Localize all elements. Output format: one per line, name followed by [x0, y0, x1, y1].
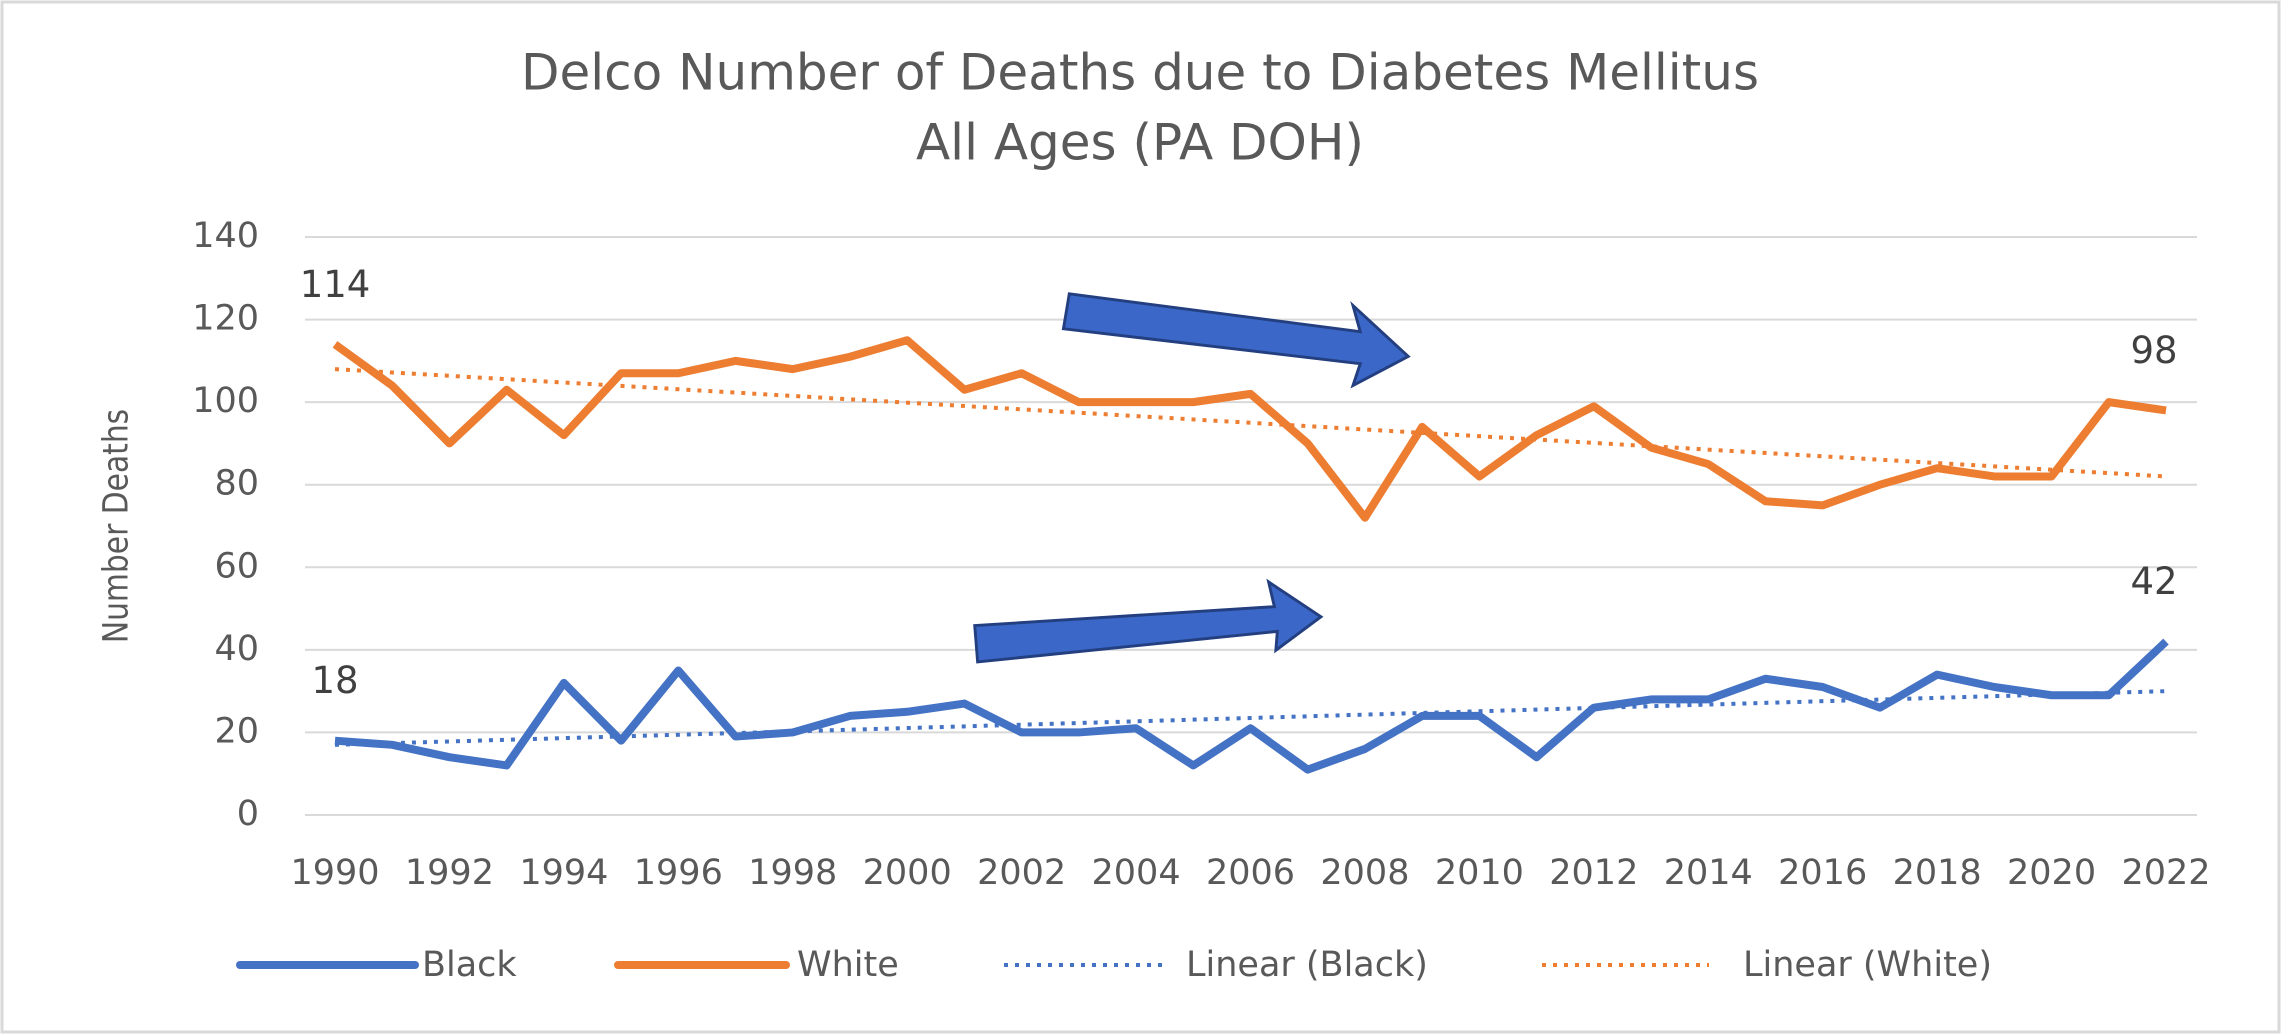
x-tick-label: 2010	[1435, 853, 1524, 893]
trend-line	[334, 689, 2167, 747]
y-tick-label: 140	[192, 216, 259, 256]
chart-title: Delco Number of Deaths due to Diabetes M…	[521, 44, 1759, 102]
down-arrow	[1061, 292, 1411, 389]
x-tick-label: 2012	[1549, 853, 1638, 893]
y-tick-label: 40	[214, 629, 259, 669]
y-axis-label: Number Deaths	[95, 409, 136, 643]
y-tick-label: 20	[214, 711, 259, 751]
x-tick-label: 2006	[1206, 853, 1295, 893]
y-tick-label: 60	[214, 546, 259, 586]
x-tick-label: 1994	[519, 853, 608, 893]
data-label: 114	[300, 263, 371, 306]
trend-arrows	[973, 292, 1411, 664]
x-tick-label: 1990	[290, 853, 379, 893]
data-label: 18	[311, 659, 358, 702]
x-tick-label: 2018	[1893, 853, 1982, 893]
x-tick-label: 2016	[1778, 853, 1867, 893]
x-tick-label: 1992	[405, 853, 494, 893]
legend-label: Linear (Black)	[1186, 945, 1428, 985]
data-label: 42	[2130, 560, 2177, 603]
data-line	[332, 336, 2167, 522]
legend-label: Black	[422, 945, 517, 985]
up-arrow	[973, 578, 1324, 664]
legend-label: White	[797, 945, 899, 985]
chart-title: All Ages (PA DOH)	[916, 114, 1364, 172]
x-tick-label: 1998	[748, 853, 837, 893]
data-label: 98	[2130, 329, 2177, 372]
y-tick-label: 0	[237, 794, 259, 834]
x-tick-label: 2014	[1664, 853, 1753, 893]
x-tick-label: 2008	[1320, 853, 1409, 893]
y-tick-label: 100	[192, 381, 259, 421]
x-tick-label: 2004	[1092, 853, 1181, 893]
x-tick-label: 2020	[2007, 853, 2096, 893]
x-tick-label: 2000	[863, 853, 952, 893]
x-tick-label: 2002	[977, 853, 1066, 893]
y-tick-label: 80	[214, 464, 259, 504]
x-tick-label: 2022	[2121, 853, 2210, 893]
legend-label: Linear (White)	[1743, 945, 1992, 985]
data-line	[334, 638, 2169, 774]
y-tick-label: 120	[192, 299, 259, 339]
x-tick-label: 1996	[634, 853, 723, 893]
